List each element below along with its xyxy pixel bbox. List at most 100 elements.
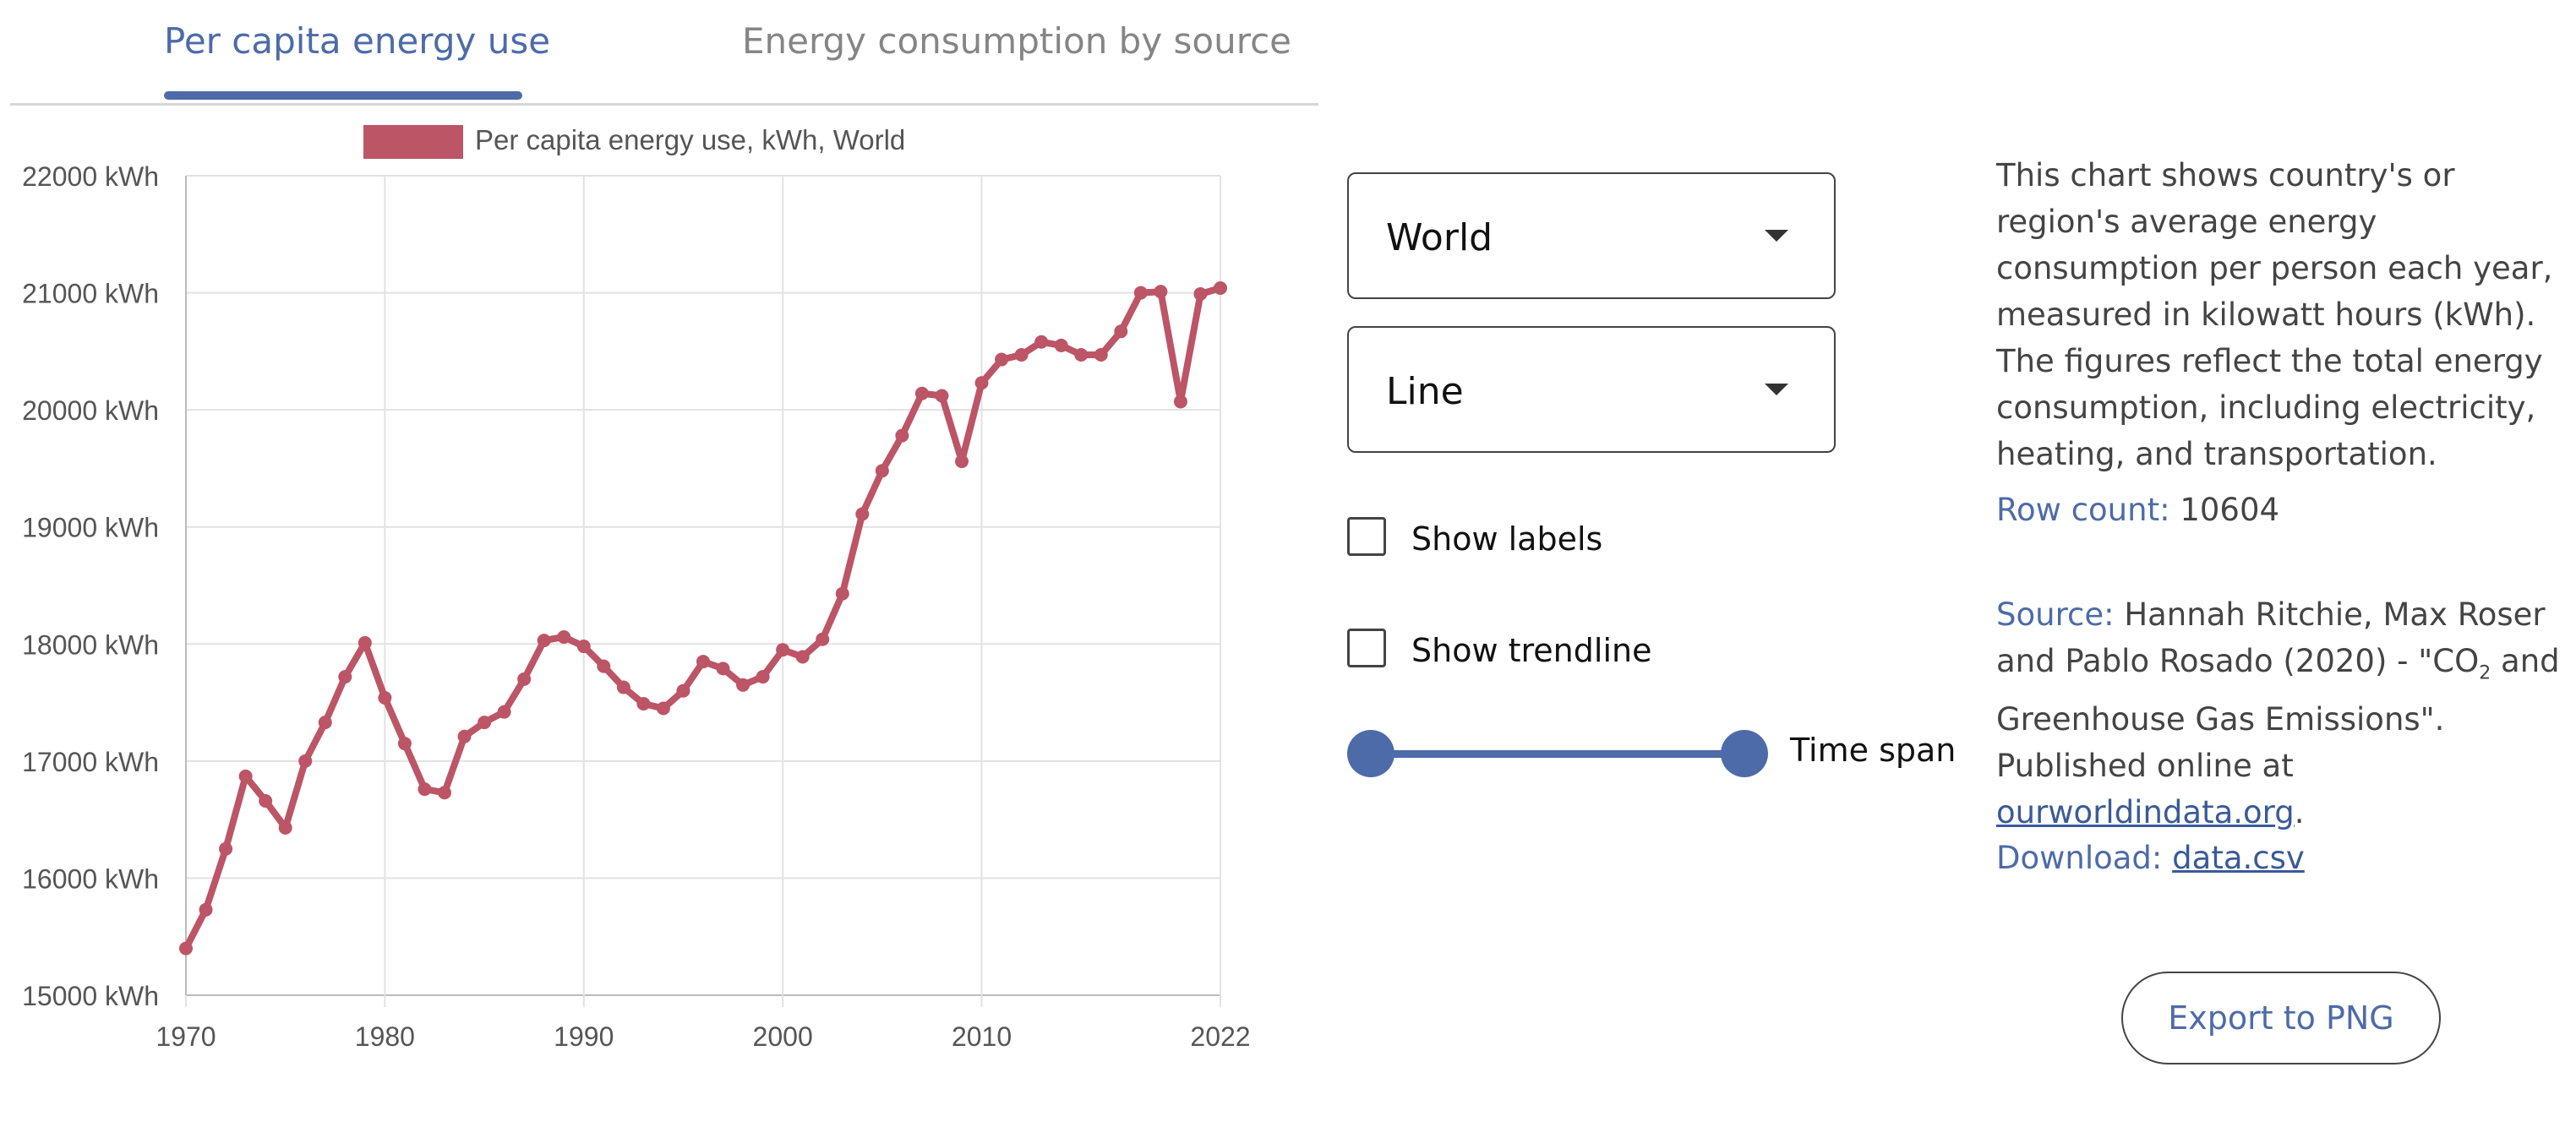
data-point[interactable]: [736, 678, 750, 692]
data-point[interactable]: [855, 507, 870, 521]
chart-grid: [185, 175, 1221, 1007]
y-tick-label: 22000 kWh: [22, 161, 159, 192]
data-point[interactable]: [576, 640, 591, 654]
source-info: Source: Hannah Ritchie, Max Roser and Pa…: [1996, 591, 2571, 836]
x-tick-label: 2010: [952, 1021, 1012, 1052]
data-point[interactable]: [716, 662, 730, 676]
data-point[interactable]: [914, 386, 929, 400]
data-point[interactable]: [1114, 324, 1128, 339]
data-point[interactable]: [478, 716, 492, 730]
data-point[interactable]: [1154, 285, 1168, 299]
data-point[interactable]: [1193, 286, 1208, 301]
data-point[interactable]: [298, 754, 313, 768]
tab-bar: Per capita energy use Energy consumption…: [10, 0, 1318, 106]
y-tick-label: 16000 kWh: [22, 863, 159, 894]
tab-per-capita-energy-use[interactable]: Per capita energy use: [164, 20, 551, 62]
data-point[interactable]: [1054, 338, 1068, 352]
data-point[interactable]: [219, 841, 233, 856]
download-info: Download: data.csv: [1996, 835, 2305, 881]
chart-type-select-value: Line: [1386, 370, 1464, 413]
show-labels-label: Show labels: [1411, 520, 1603, 558]
data-point[interactable]: [1094, 348, 1108, 362]
download-key: Download:: [1996, 840, 2163, 876]
data-point[interactable]: [557, 629, 571, 644]
y-tick-label: 20000 kWh: [22, 395, 159, 426]
data-point[interactable]: [457, 729, 472, 743]
slider-end-handle[interactable]: [1721, 730, 1768, 777]
data-point[interactable]: [676, 683, 690, 698]
data-point[interactable]: [1074, 348, 1089, 362]
data-point[interactable]: [756, 670, 770, 684]
legend-swatch: [363, 125, 463, 159]
x-tick-label: 2022: [1190, 1021, 1250, 1052]
checkbox-icon[interactable]: [1347, 517, 1386, 556]
data-point[interactable]: [995, 352, 1009, 367]
source-text: Hannah Ritchie, Max Roser and Pablo Rosa…: [1996, 596, 2546, 679]
data-point[interactable]: [438, 786, 451, 800]
source-subscript: 2: [2479, 662, 2491, 684]
data-point[interactable]: [816, 632, 830, 646]
slider-start-handle[interactable]: [1347, 730, 1394, 777]
data-point[interactable]: [875, 464, 889, 478]
export-png-button[interactable]: Export to PNG: [2121, 972, 2441, 1064]
chart-description: This chart shows country's or region's a…: [1996, 157, 2553, 472]
source-text-cont: and Greenhouse Gas Emissions". Published…: [1996, 643, 2560, 785]
tab-energy-consumption-by-source[interactable]: Energy consumption by source: [742, 20, 1292, 62]
source-link[interactable]: ourworldindata.org: [1996, 794, 2295, 831]
data-point[interactable]: [597, 659, 611, 673]
source-key: Source:: [1996, 596, 2115, 633]
data-point[interactable]: [1173, 395, 1187, 409]
data-point[interactable]: [895, 428, 909, 443]
data-point[interactable]: [259, 793, 273, 808]
chevron-down-icon: [1765, 230, 1788, 242]
data-point[interactable]: [278, 820, 292, 835]
show-trendline-label: Show trendline: [1411, 632, 1652, 669]
data-point[interactable]: [1034, 335, 1049, 349]
y-tick-label: 18000 kWh: [22, 629, 159, 660]
data-point[interactable]: [318, 716, 332, 730]
data-point[interactable]: [955, 455, 969, 469]
x-tick-label: 1990: [554, 1021, 614, 1052]
data-point[interactable]: [974, 376, 989, 390]
data-point[interactable]: [616, 680, 630, 694]
y-tick-label: 15000 kWh: [22, 981, 159, 1011]
data-point[interactable]: [835, 586, 849, 601]
data-point[interactable]: [795, 650, 810, 664]
legend-label: Per capita energy use, kWh, World: [475, 124, 905, 155]
data-point[interactable]: [935, 389, 949, 403]
data-point[interactable]: [338, 670, 352, 684]
download-link[interactable]: data.csv: [2172, 840, 2305, 876]
data-point[interactable]: [537, 634, 551, 648]
data-point[interactable]: [636, 696, 651, 710]
data-point[interactable]: [378, 691, 392, 705]
data-point[interactable]: [696, 655, 710, 669]
row-count-value: 10604: [2180, 492, 2280, 528]
checkbox-icon[interactable]: [1347, 629, 1386, 667]
data-point[interactable]: [199, 902, 213, 917]
data-point[interactable]: [517, 672, 532, 686]
data-point[interactable]: [1133, 286, 1148, 300]
data-point[interactable]: [1014, 348, 1029, 362]
series-line: [183, 285, 1222, 950]
chart-type-select[interactable]: Line: [1347, 326, 1836, 453]
row-count-key: Row count:: [1996, 492, 2170, 528]
x-tick-label: 2000: [753, 1021, 813, 1052]
line-chart: Per capita energy use, kWh, World 15000 …: [22, 124, 1250, 1052]
data-point[interactable]: [497, 705, 511, 719]
data-point[interactable]: [776, 643, 790, 657]
data-point[interactable]: [656, 701, 670, 716]
y-tick-label: 19000 kWh: [22, 513, 159, 543]
data-point[interactable]: [1214, 281, 1227, 296]
slider-track: [1369, 750, 1744, 758]
data-point[interactable]: [238, 769, 253, 783]
chevron-down-icon: [1765, 384, 1788, 395]
data-point[interactable]: [179, 941, 193, 956]
data-point[interactable]: [357, 635, 372, 650]
data-point[interactable]: [418, 782, 432, 797]
time-span-slider[interactable]: [1347, 728, 1768, 779]
y-axis: 15000 kWh 16000 kWh 17000 kWh 18000 kWh 1900…: [22, 161, 159, 1011]
data-point[interactable]: [397, 737, 412, 751]
region-select[interactable]: World: [1347, 172, 1836, 299]
series-per-capita-energy: [179, 281, 1227, 956]
y-tick-label: 21000 kWh: [22, 279, 159, 309]
